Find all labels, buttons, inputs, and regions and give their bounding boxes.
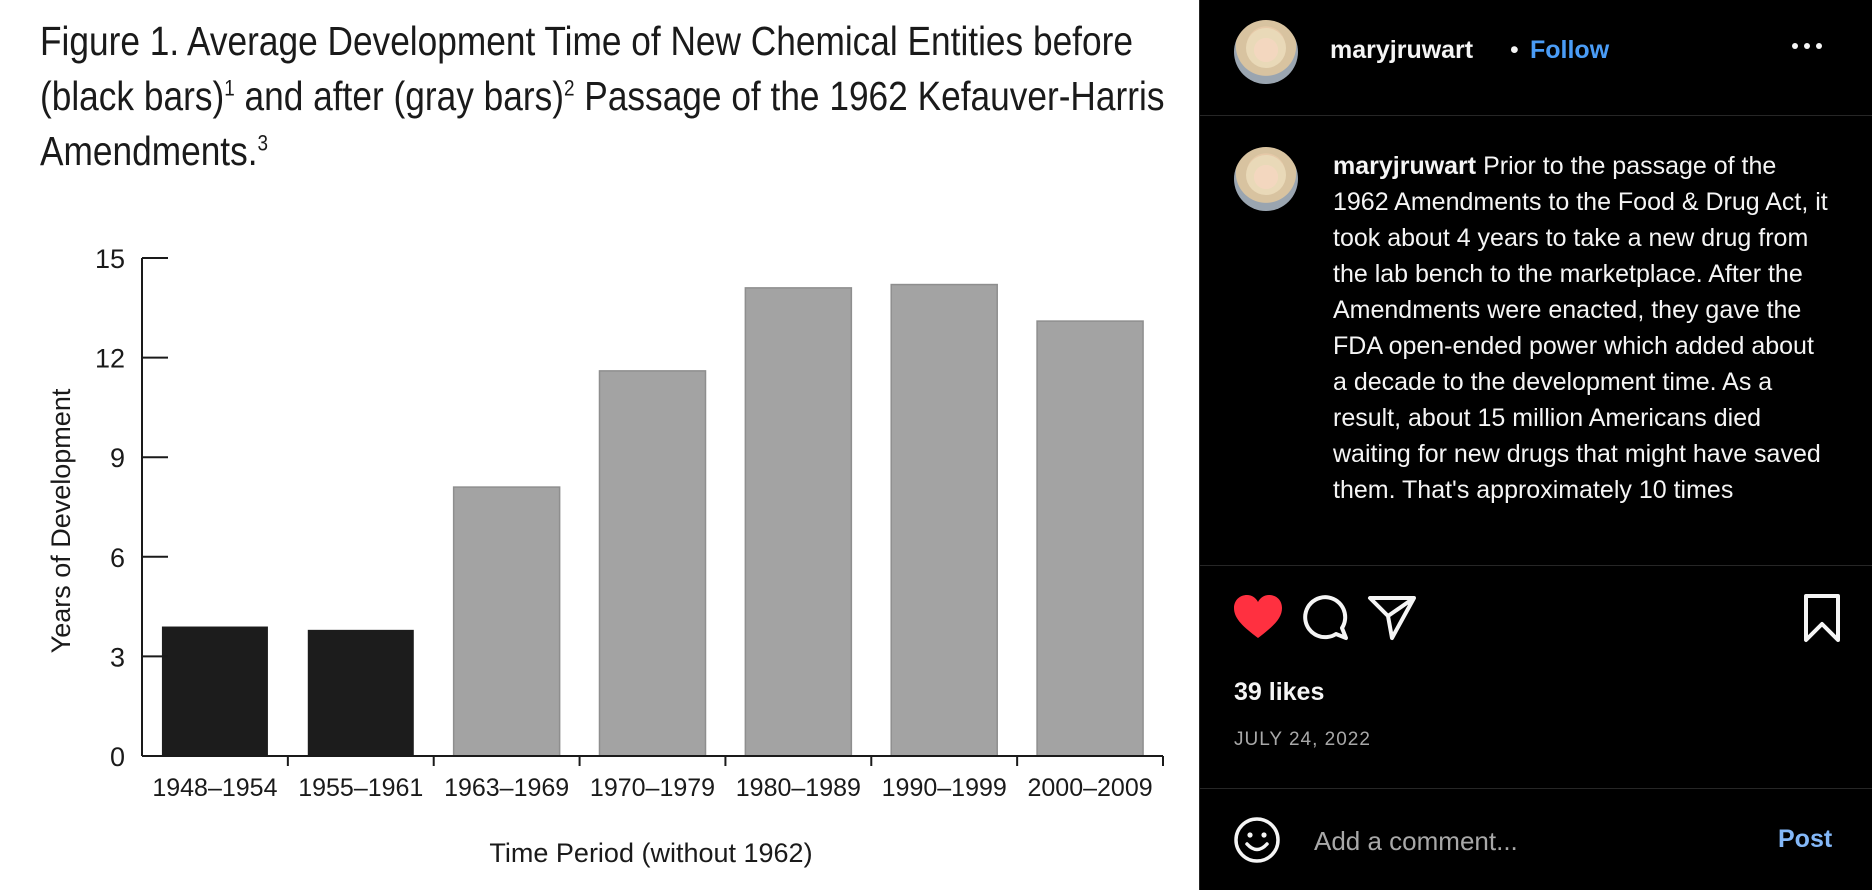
figure-title-part: Passage of the 1962 Kefauver-Harris (574, 73, 1165, 119)
figure-title: Figure 1. Average Development Time of Ne… (40, 14, 1164, 179)
y-tick-label: 3 (110, 642, 125, 672)
header-username[interactable]: maryjruwart (1330, 36, 1474, 64)
x-tick-label: 1963–1969 (444, 774, 569, 802)
y-axis-label: Years of Development (46, 388, 76, 653)
share-icon[interactable] (1366, 592, 1418, 644)
likes-count[interactable]: 39 likes (1234, 678, 1325, 706)
comment-icon[interactable] (1298, 592, 1350, 644)
figure-title-part: (black bars) (40, 73, 225, 119)
x-tick-label: 1990–1999 (882, 774, 1007, 802)
bar (307, 629, 414, 756)
y-tick-label: 12 (95, 344, 125, 374)
y-tick-label: 9 (110, 443, 125, 473)
x-tick-label: 2000–2009 (1028, 774, 1153, 802)
more-horizontal-icon[interactable] (1790, 30, 1824, 64)
bar (1036, 320, 1144, 757)
avatar[interactable] (1234, 20, 1298, 84)
post-caption: maryjruwart Prior to the passage of the … (1333, 148, 1833, 560)
figure-title-line-1: Figure 1. Average Development Time of Ne… (40, 18, 1133, 64)
caption-text: Prior to the passage of the 1962 Amendme… (1333, 152, 1828, 504)
x-tick-label: 1948–1954 (152, 774, 277, 802)
figure-title-part: Amendments. (40, 128, 258, 174)
footnote-ref: 1 (224, 75, 235, 101)
heart-icon[interactable] (1232, 592, 1284, 644)
x-tick-label: 1955–1961 (298, 774, 423, 802)
post-button[interactable]: Post (1778, 825, 1833, 853)
bar (890, 283, 998, 757)
y-tick-label: 0 (110, 742, 125, 772)
y-tick-label: 6 (110, 543, 125, 573)
bookmark-icon[interactable] (1796, 592, 1848, 644)
caption-avatar[interactable] (1234, 147, 1298, 211)
comment-input[interactable] (1312, 822, 1756, 860)
separator-dot: • (1510, 36, 1519, 64)
x-axis-label: Time Period (without 1962) (489, 838, 812, 868)
figure-title-line-3: Amendments.3 (40, 124, 1003, 179)
footnote-ref: 2 (563, 75, 575, 101)
bar-chart: 1948–1954 1955–1961 1963–1969 1970–1979 1980… (46, 244, 1164, 868)
bar (452, 486, 561, 757)
bar (161, 626, 268, 756)
bar (744, 287, 853, 757)
follow-button[interactable]: Follow (1530, 36, 1610, 64)
divider (1200, 115, 1872, 116)
divider (1200, 565, 1872, 566)
bar (598, 370, 707, 757)
footnote-ref: 3 (257, 130, 269, 156)
figure-title-part: and after (gray bars) (234, 73, 564, 119)
y-tick-label: 15 (95, 244, 125, 274)
x-tick-label: 1980–1989 (736, 774, 861, 802)
caption-username[interactable]: maryjruwart (1333, 152, 1477, 180)
x-tick-label: 1970–1979 (590, 774, 715, 802)
divider (1200, 788, 1872, 789)
post-date: JULY 24, 2022 (1234, 729, 1371, 750)
post-side-panel: maryjruwart • Follow maryjruwart Prior t… (1200, 0, 1872, 890)
emoji-icon[interactable] (1232, 815, 1282, 865)
figure-title-line-2: (black bars)1 and after (gray bars)2 Pas… (40, 69, 1164, 124)
post-image[interactable]: Figure 1. Average Development Time of Ne… (0, 0, 1200, 890)
